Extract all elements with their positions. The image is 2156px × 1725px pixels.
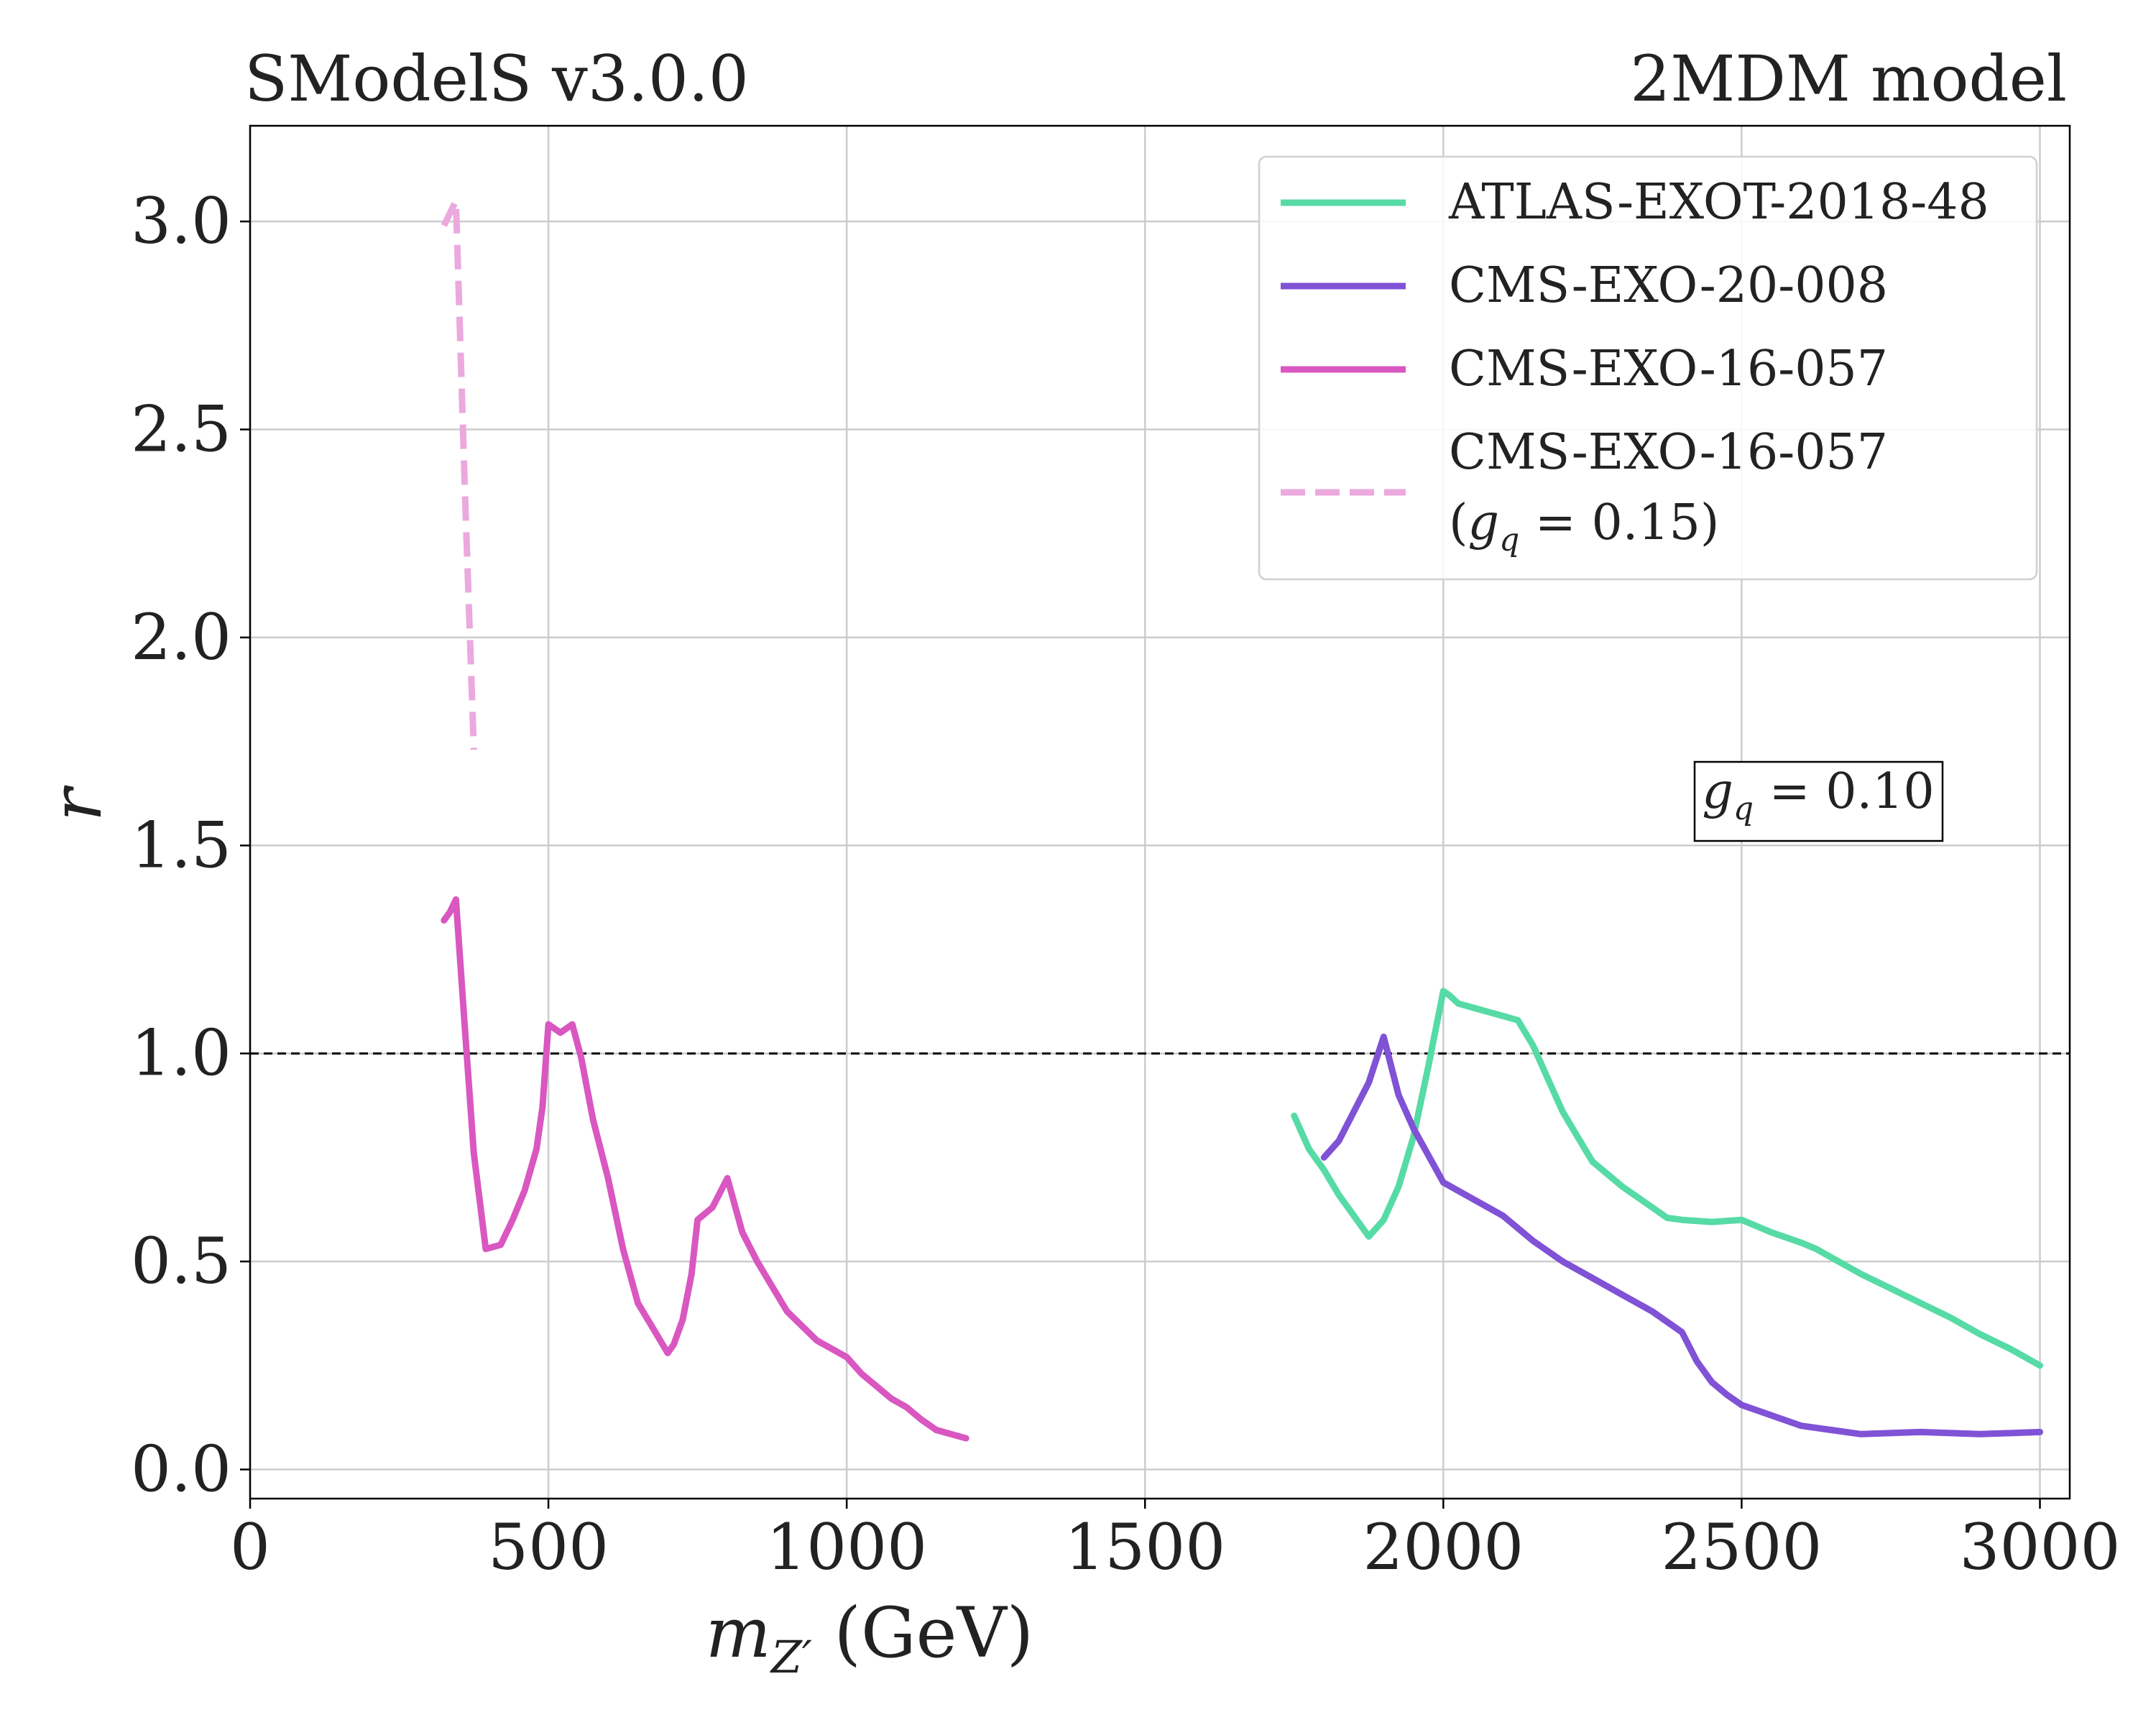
x-axis-label-unit: (GeV) [812, 1593, 1033, 1673]
legend-frame [1258, 155, 2038, 581]
legend: ATLAS-EXOT-2018-48 CMS-EXO-20-008 CMS-EX… [1258, 155, 2038, 581]
legend-label-atlas: ATLAS-EXOT-2018-48 [1448, 174, 1989, 231]
series-cms-exo-20-008 [1320, 1034, 2043, 1438]
annotation-frame [1693, 760, 1944, 842]
annotation-value: = 0.10 [1754, 763, 1935, 820]
legend-g: g [1468, 494, 1500, 551]
y-tick-label: 1.0 [131, 1016, 231, 1090]
legend-label-cms-exo-16-057-dashed: CMS-EXO-16-057 [1449, 424, 1888, 481]
x-tick-label: 1000 [766, 1510, 927, 1584]
legend-g-subscript: q [1499, 522, 1519, 558]
legend-label-cms-exo-16-057: CMS-EXO-16-057 [1449, 341, 1888, 397]
legend-g-value: = 0.15) [1519, 494, 1719, 551]
annotation-text: gq = 0.10 [1702, 763, 1934, 827]
annotation-box: gq = 0.10 [1693, 760, 1944, 842]
x-tick-label: 2000 [1363, 1510, 1524, 1584]
x-tick-label: 500 [488, 1510, 609, 1584]
x-axis-label-symbol: m [706, 1593, 771, 1673]
annotation-subscript: q [1733, 791, 1754, 827]
y-tick-label: 2.0 [131, 600, 231, 674]
series-lines [441, 197, 2043, 1442]
legend-paren-open: ( [1449, 494, 1468, 551]
x-tick-label: 1500 [1064, 1510, 1225, 1584]
y-tick-label: 3.0 [131, 184, 231, 258]
x-tick-label: 0 [230, 1510, 270, 1584]
legend-label-gq-015: (gq = 0.15) [1449, 494, 1719, 558]
y-tick-label: 2.5 [131, 392, 231, 466]
legend-item-cms-exo-16-057: CMS-EXO-16-057 [1281, 341, 1888, 397]
series-cms-exo-16-057 [441, 896, 969, 1442]
series-atlas-exot-2018-48 [1291, 988, 2043, 1369]
axis-ticks: 0 500 1000 1500 2000 2500 3000 0.0 0.5 1.0 1.5 2.0 2… [131, 184, 2120, 1584]
legend-item-cms-exo-16-057-dashed: CMS-EXO-16-057 (gq = 0.15) [1281, 424, 1888, 558]
y-tick-label: 0.5 [131, 1224, 231, 1298]
legend-item-cms-exo-20-008: CMS-EXO-20-008 [1281, 257, 1888, 314]
header-left-label: SModelS v3.0.0 [244, 42, 749, 116]
legend-label-cms-exo-20-008: CMS-EXO-20-008 [1449, 257, 1888, 314]
y-tick-label: 0.0 [131, 1432, 231, 1506]
series-cms-exo-16-057-gq015 [441, 197, 477, 750]
y-tick-label: 1.5 [131, 808, 231, 882]
plot-frame [249, 124, 2071, 1500]
x-tick-label: 3000 [1960, 1510, 2121, 1584]
x-tick-label: 2500 [1661, 1510, 1822, 1584]
annotation-g: g [1702, 763, 1733, 820]
header-right-label: 2MDM model [1630, 42, 2067, 116]
x-axis-label: mZ′ (GeV) [706, 1593, 1033, 1683]
y-axis-label: r [37, 785, 117, 822]
x-axis-label-subscript: Z′ [770, 1631, 812, 1683]
legend-item-atlas: ATLAS-EXOT-2018-48 [1281, 174, 1989, 231]
